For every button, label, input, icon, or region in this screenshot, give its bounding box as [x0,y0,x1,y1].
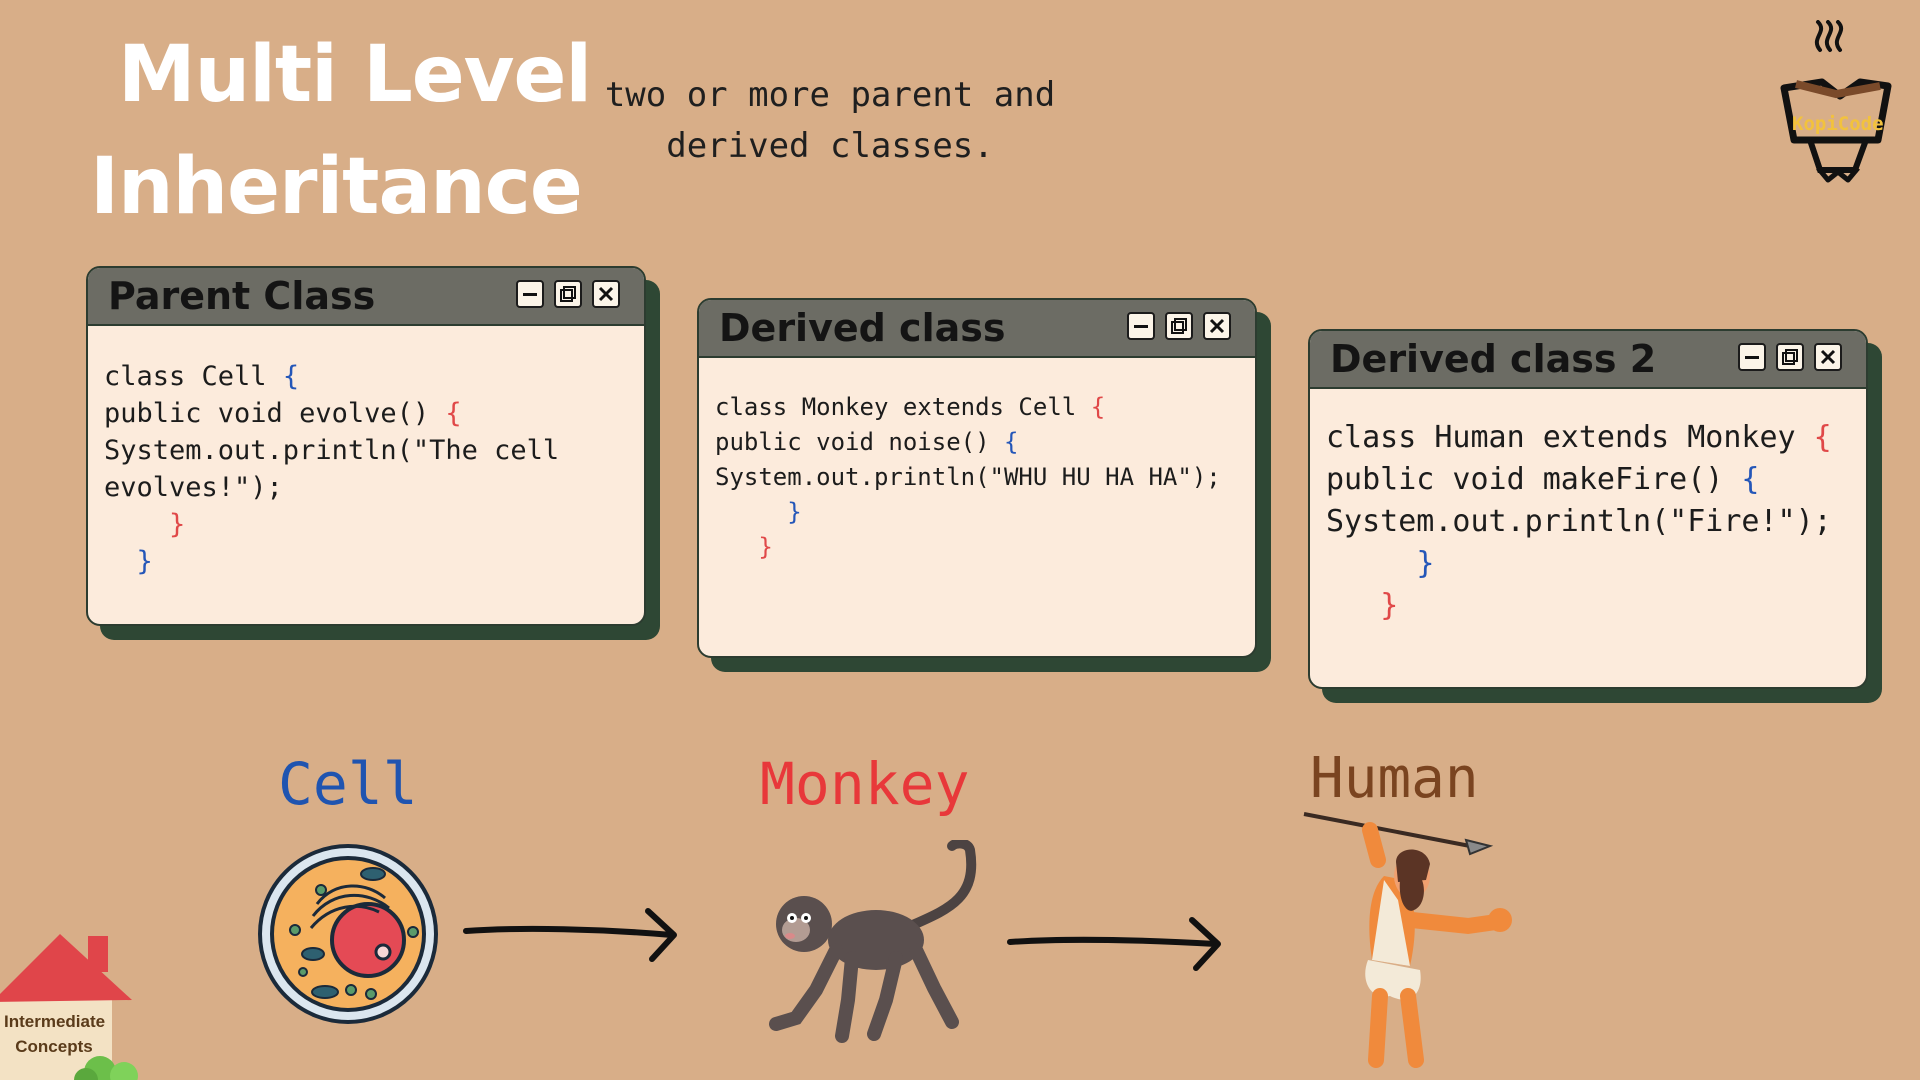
code-line: } [787,498,802,526]
title-line-2: Inheritance [90,142,583,232]
subtitle-line-1: two or more parent and [604,75,1056,115]
restore-button[interactable] [554,280,582,308]
logo-text: KopiCode [1792,113,1884,135]
restore-button[interactable] [1165,312,1193,340]
subtitle: two or more parent and derived classes. [580,70,1080,172]
code-line: } [169,509,186,540]
code-block: class Cell { public void evolve() { System… [104,358,559,580]
code-line: class Human extends Monkey { [1326,420,1832,455]
window-title: Derived class 2 [1330,337,1657,381]
coffee-cup-logo-icon [1780,20,1892,183]
human-label: Human [1310,746,1479,811]
subtitle-line-2: derived classes. [666,126,994,166]
window-title: Parent Class [108,274,376,318]
code-line: } [1380,588,1399,623]
code-line: class Monkey extends Cell { [715,393,1106,421]
window-titlebar: Derived class [699,300,1255,358]
close-icon [1209,318,1225,334]
code-line: } [136,546,153,577]
minimize-button[interactable] [516,280,544,308]
code-block: class Monkey extends Cell { public void n… [715,390,1221,565]
window-titlebar: Parent Class [88,268,644,326]
window-controls [1738,343,1842,371]
house-badge-icon [0,934,138,1080]
monkey-illustration-icon [769,840,977,1043]
restore-icon [1782,349,1798,365]
code-line: System.out.println("Fire!"); [1326,504,1832,539]
badge-line-2: Concepts [15,1036,93,1056]
code-line: } [1416,546,1435,581]
monkey-label: Monkey [760,750,970,818]
code-block: class Human extends Monkey { public void … [1326,417,1832,627]
window-frame: Derived class class Monkey extends Cell … [697,298,1257,658]
restore-icon [560,286,576,302]
close-icon [598,286,614,302]
close-icon [1820,349,1836,365]
window-controls [516,280,620,308]
badge-label: Intermediate Concepts [4,1010,106,1059]
code-line: evolves!"); [104,472,283,503]
close-button[interactable] [1203,312,1231,340]
minimize-icon [1745,356,1759,359]
code-line: } [758,533,773,561]
minimize-icon [523,293,537,296]
window-frame: Parent Class class Cell { public void evo… [86,266,646,626]
window-controls [1127,312,1231,340]
restore-button[interactable] [1776,343,1804,371]
badge-line-1: Intermediate [4,1012,106,1031]
arrow-right-icon [463,908,677,962]
code-line: class Cell { [104,361,300,392]
arrow-right-icon [1007,917,1221,971]
window-title: Derived class [719,306,1006,350]
parent-class-window: Parent Class class Cell { public void evo… [86,266,660,640]
cell-illustration-icon [258,844,438,1024]
minimize-icon [1134,325,1148,328]
cell-label: Cell [278,750,418,818]
code-line: System.out.println("The cell [104,435,560,466]
close-button[interactable] [592,280,620,308]
code-line: public void evolve() { [104,398,462,429]
derived-class-window: Derived class class Monkey extends Cell … [697,298,1271,672]
code-line: public void makeFire() { [1326,462,1760,497]
window-frame: Derived class 2 class Human extends Monk… [1308,329,1868,689]
close-button[interactable] [1814,343,1842,371]
title-line-1: Multi Level [118,30,592,120]
restore-icon [1171,318,1187,334]
derived-class-2-window: Derived class 2 class Human extends Monk… [1308,329,1882,703]
minimize-button[interactable] [1127,312,1155,340]
code-line: System.out.println("WHU HU HA HA"); [715,463,1221,491]
window-titlebar: Derived class 2 [1310,331,1866,389]
minimize-button[interactable] [1738,343,1766,371]
code-line: public void noise() { [715,428,1019,456]
caveman-illustration-icon [1303,812,1512,1068]
